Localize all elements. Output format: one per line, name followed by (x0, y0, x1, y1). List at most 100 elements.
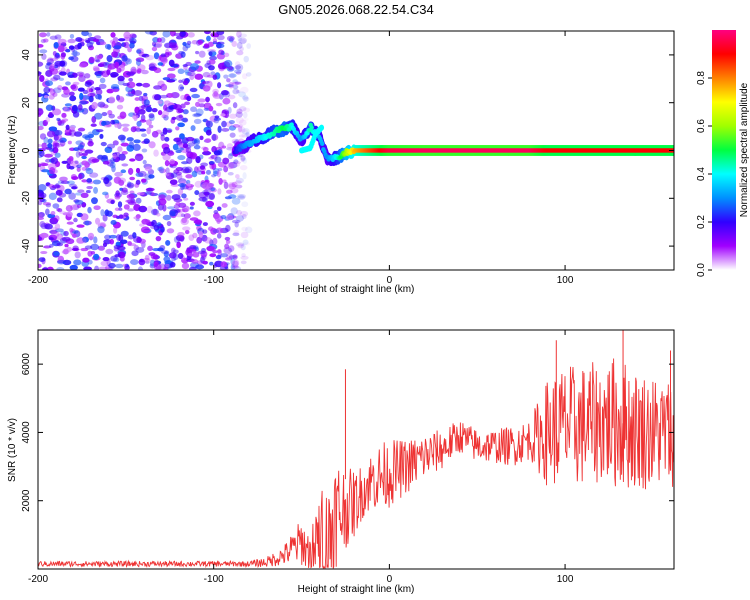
noise-blob (73, 259, 82, 266)
noise-blob (240, 231, 249, 239)
noise-blob (144, 254, 150, 261)
noise-blob (242, 242, 251, 246)
noise-blob (59, 71, 67, 76)
spectrogram-noise-region (38, 31, 253, 270)
noise-blob (141, 229, 151, 233)
noise-blob (202, 260, 208, 265)
noise-blob (81, 31, 89, 37)
noise-blob (54, 129, 63, 136)
noise-blob (212, 228, 220, 234)
noise-blob (45, 116, 51, 123)
noise-blob (186, 156, 193, 165)
noise-blob (225, 84, 234, 88)
noise-blob (48, 148, 55, 152)
noise-blob (60, 119, 66, 124)
noise-blob (132, 143, 141, 151)
noise-blob (64, 103, 72, 107)
noise-blob (182, 41, 187, 47)
x-tick-label: -200 (28, 275, 48, 286)
noise-blob (215, 227, 224, 234)
noise-blob (122, 82, 130, 87)
noise-blob (38, 257, 46, 262)
noise-blob (182, 80, 189, 86)
noise-blob (208, 160, 216, 164)
noise-blob (78, 173, 83, 180)
noise-blob (106, 143, 116, 149)
noise-blob (120, 230, 129, 237)
noise-blob (221, 203, 228, 208)
noise-blob (166, 228, 175, 234)
noise-blob (185, 147, 192, 154)
noise-blob (56, 197, 63, 203)
noise-blob (182, 168, 192, 174)
noise-blob (193, 144, 201, 150)
noise-blob (194, 180, 203, 188)
noise-blob (185, 136, 195, 142)
noise-blob (108, 262, 116, 269)
noise-blob (168, 42, 178, 48)
noise-blob (96, 55, 103, 60)
noise-blob (244, 132, 250, 138)
noise-blob (235, 116, 244, 124)
noise-blob (175, 114, 184, 121)
noise-blob (71, 185, 79, 190)
noise-blob (95, 59, 101, 63)
noise-blob (221, 120, 227, 128)
noise-blob (110, 72, 119, 78)
noise-blob (173, 198, 183, 203)
noise-blob (108, 96, 116, 104)
noise-blob (44, 153, 53, 158)
noise-blob (145, 191, 152, 195)
noise-blob (96, 41, 101, 46)
noise-blob (45, 208, 50, 216)
noise-blob (228, 161, 238, 169)
noise-blob (81, 179, 88, 183)
noise-blob (80, 213, 89, 221)
noise-blob (114, 195, 121, 200)
noise-blob (235, 177, 244, 184)
noise-blob (163, 114, 169, 121)
noise-blob (232, 260, 239, 268)
chart-title: GN05.2026.068.22.54.C34 (278, 2, 433, 17)
noise-blob (160, 56, 168, 64)
snr-y-ticks: 2000 4000 6000 (21, 353, 674, 512)
noise-blob (81, 238, 87, 244)
noise-blob (141, 178, 147, 183)
noise-blob (127, 208, 135, 212)
colorbar-strip (712, 30, 736, 270)
noise-blob (169, 261, 176, 268)
noise-blob (53, 251, 60, 257)
noise-blob (116, 95, 125, 103)
noise-blob (164, 136, 170, 142)
noise-blob (207, 49, 216, 53)
noise-blob (208, 51, 213, 57)
noise-blob (59, 140, 66, 147)
noise-blob (189, 87, 198, 93)
noise-blob (103, 124, 112, 128)
noise-blob (195, 264, 205, 270)
noise-blob (235, 61, 241, 67)
noise-blob (202, 85, 211, 92)
noise-blob (39, 32, 47, 38)
noise-blob (112, 214, 118, 219)
noise-blob (153, 224, 160, 231)
noise-blob (47, 266, 54, 270)
noise-blob (159, 94, 169, 99)
noise-blob (40, 250, 48, 255)
noise-blob (116, 234, 121, 241)
noise-blob (164, 52, 170, 58)
noise-blob (236, 50, 244, 56)
noise-blob (206, 35, 211, 42)
noise-blob (136, 236, 142, 244)
noise-blob (65, 81, 71, 86)
noise-blob (114, 171, 123, 177)
noise-blob (67, 157, 74, 165)
noise-blob (46, 32, 51, 37)
noise-blob (197, 170, 203, 175)
noise-blob (197, 250, 206, 255)
x-tick-label: -100 (204, 275, 224, 286)
x-tick-label: 100 (557, 275, 574, 286)
noise-blob (49, 217, 59, 225)
noise-blob (236, 210, 242, 216)
noise-blob (78, 151, 83, 156)
